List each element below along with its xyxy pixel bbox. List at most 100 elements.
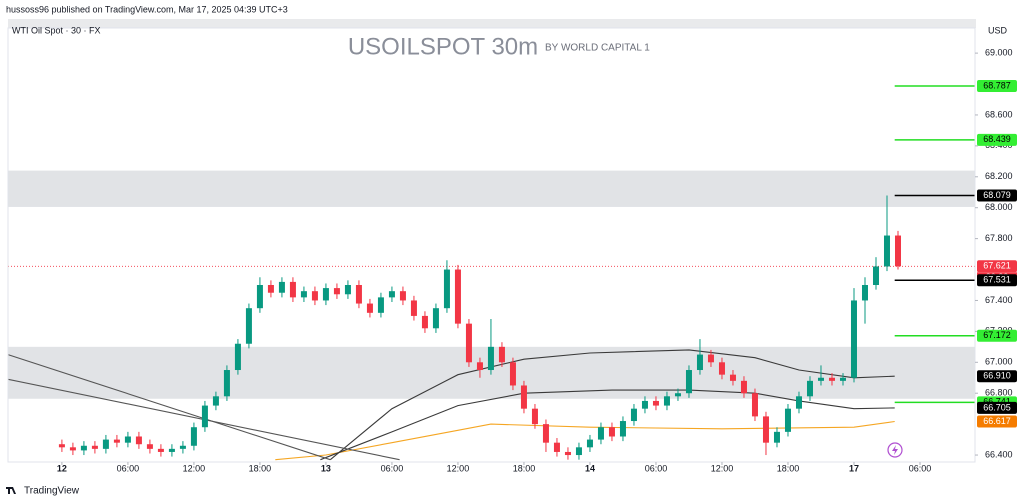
- candle-body: [212, 396, 219, 406]
- price-badge-label: 66.741: [983, 397, 1011, 407]
- candle-body: [333, 288, 340, 295]
- price-badge: [977, 415, 1017, 428]
- candle-body: [619, 421, 626, 437]
- x-tick-label: 17: [849, 463, 859, 473]
- candle-body: [872, 266, 879, 285]
- price-badge-label: 68.787: [983, 80, 1011, 90]
- price-badge-label: 67.531: [983, 275, 1011, 285]
- y-tick-label: 69.000: [985, 47, 1013, 57]
- candle-body: [817, 377, 824, 381]
- footer: TradingView: [24, 486, 80, 497]
- candle-body: [630, 408, 637, 422]
- candle-body: [69, 447, 76, 451]
- y-tick-label: 68.000: [985, 202, 1013, 212]
- x-tick-label: 06:00: [909, 463, 932, 473]
- candle-body: [201, 405, 208, 428]
- candle-body: [58, 444, 65, 448]
- candle-body: [542, 424, 549, 443]
- candle-body: [487, 346, 494, 371]
- candle-body: [729, 374, 736, 381]
- x-tick-label: 18:00: [249, 463, 272, 473]
- candle-body: [190, 427, 197, 446]
- x-tick-label: 12:00: [447, 463, 470, 473]
- candle-body: [135, 436, 142, 445]
- candle-body: [157, 448, 164, 452]
- price-badge: [977, 133, 1017, 146]
- symbol: WTI Oil Spot · 30 · FX: [12, 25, 101, 35]
- plot-frame: [7, 27, 976, 463]
- candle-body: [399, 291, 406, 301]
- candle-body: [289, 281, 296, 298]
- y-tick-label: 68.200: [985, 171, 1013, 181]
- candle-body: [861, 284, 868, 301]
- y-tick-label: 67.400: [985, 295, 1013, 305]
- overlay-line: [320, 389, 895, 461]
- candle-body: [806, 380, 813, 397]
- x-tick-label: 06:00: [381, 463, 404, 473]
- candle-body: [850, 300, 857, 378]
- price-badge: [977, 329, 1017, 342]
- tv-logo: [6, 487, 16, 494]
- candle-body: [784, 408, 791, 432]
- overlay-line: [275, 420, 895, 461]
- candle-body: [267, 284, 274, 293]
- candle-body: [531, 408, 538, 425]
- candle-body: [80, 445, 87, 451]
- price-badge: [977, 80, 1017, 93]
- price-badge: [977, 260, 1017, 273]
- x-tick-label: 06:00: [645, 463, 668, 473]
- candle-body: [388, 291, 395, 298]
- price-badge: [977, 189, 1017, 202]
- candle-body: [245, 308, 252, 344]
- candle-body: [223, 370, 230, 397]
- candle-body: [553, 442, 560, 452]
- candle-body: [773, 431, 780, 443]
- chart-title: USOILSPOT 30m: [348, 33, 538, 60]
- x-tick-label: 13: [321, 463, 331, 473]
- candle-body: [575, 447, 582, 456]
- candle-body: [410, 300, 417, 316]
- candle-body: [520, 385, 527, 409]
- y-tick-label: 68.600: [985, 109, 1013, 119]
- x-tick-label: 14: [585, 463, 595, 473]
- candle-body: [377, 297, 384, 313]
- candle-body: [586, 439, 593, 448]
- price-badge-label: 68.439: [983, 134, 1011, 144]
- candle-body: [762, 416, 769, 443]
- candle-body: [355, 284, 362, 304]
- lightning-icon: [887, 442, 903, 458]
- candle-body: [113, 439, 120, 443]
- candle-body: [663, 396, 670, 406]
- y-tick-label: 67.000: [985, 357, 1013, 367]
- candle-body: [168, 448, 175, 452]
- header: hussoss96 published on TradingView.com, …: [6, 4, 288, 14]
- price-badge-label: 66.705: [983, 402, 1011, 412]
- price-badge-label: 67.172: [983, 330, 1011, 340]
- price-badge: [977, 370, 1017, 383]
- candle-body: [509, 362, 516, 386]
- price-badge-label: 67.621: [983, 261, 1011, 271]
- candle-body: [432, 308, 439, 329]
- candle-body: [344, 284, 351, 295]
- price-badge-label: 66.617: [983, 416, 1011, 426]
- candle-body: [751, 393, 758, 417]
- candle-body: [498, 346, 505, 363]
- candle-body: [322, 288, 329, 301]
- candle-body: [454, 269, 461, 324]
- candle-body: [476, 362, 483, 371]
- y-tick-label: 66.800: [985, 388, 1013, 398]
- zone: [8, 170, 975, 207]
- candle-body: [652, 400, 659, 406]
- price-badge-label: 66.910: [983, 371, 1011, 381]
- candle-body: [421, 315, 428, 329]
- candle-body: [597, 427, 604, 440]
- x-tick-label: 12: [57, 463, 67, 473]
- candle-body: [366, 303, 373, 313]
- x-tick-label: 12:00: [711, 463, 734, 473]
- candle-body: [696, 354, 703, 371]
- chart-subtitle: BY WORLD CAPITAL 1: [545, 43, 650, 54]
- candle-body: [828, 377, 835, 381]
- candle-body: [91, 445, 98, 449]
- candle-body: [465, 323, 472, 363]
- candle-body: [124, 436, 131, 443]
